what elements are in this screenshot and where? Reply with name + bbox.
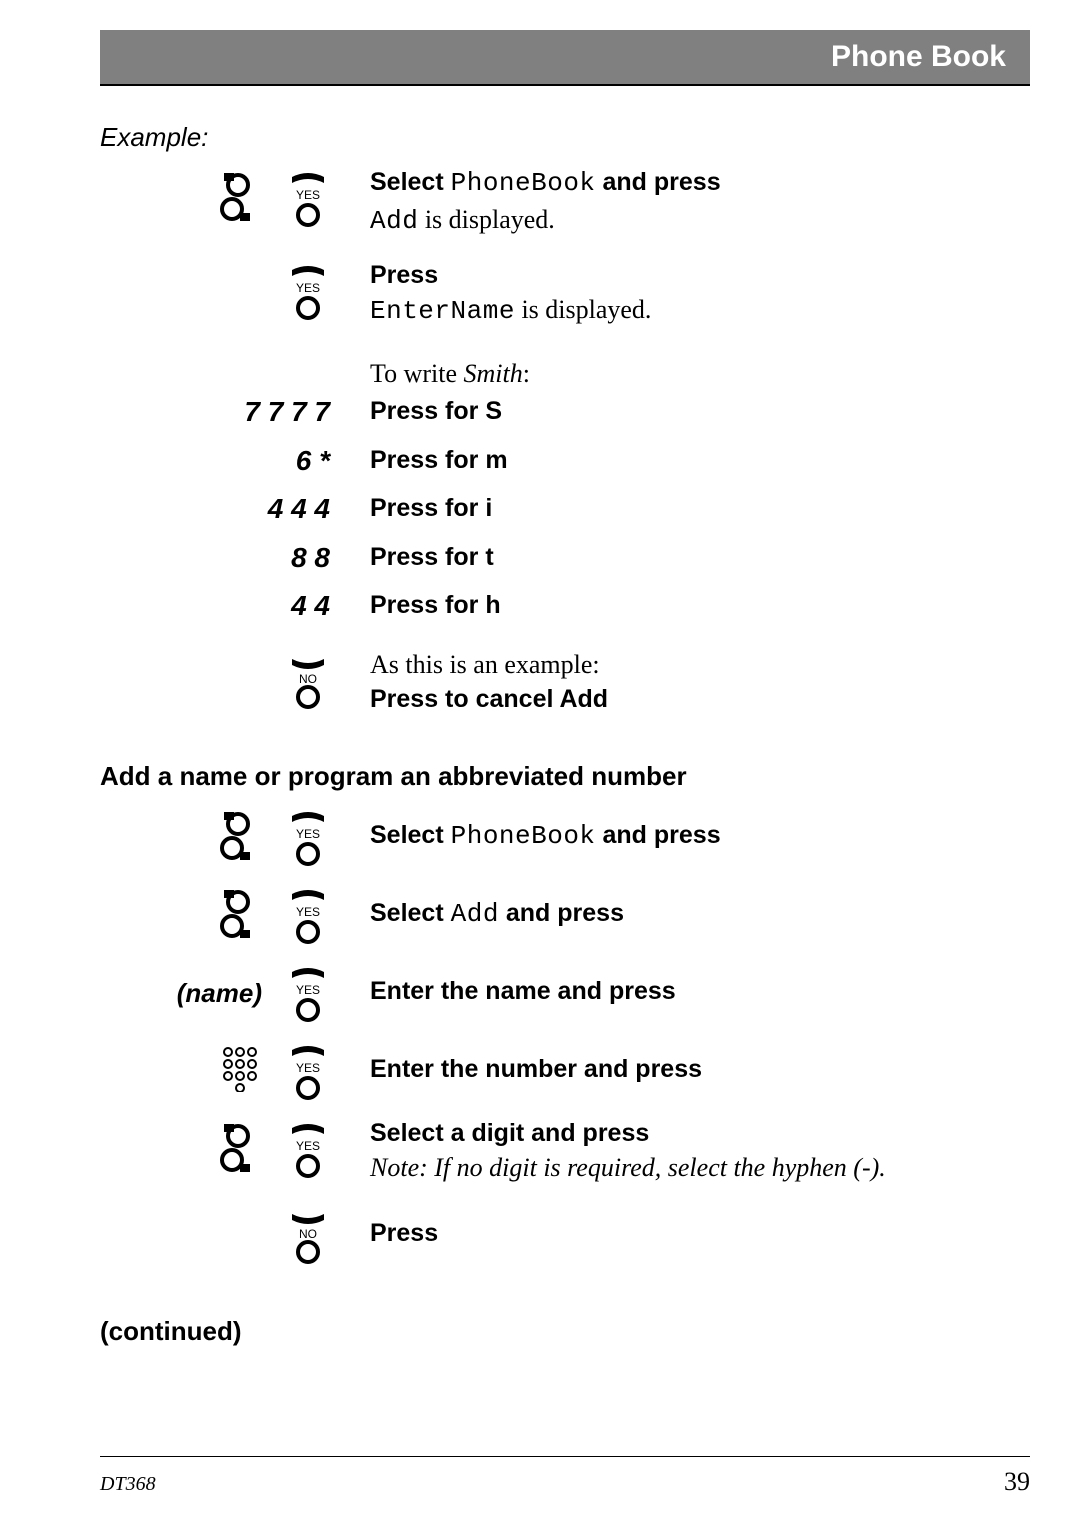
add-row-4: YES Enter the number and press bbox=[100, 1038, 1020, 1100]
nav-pad-icon bbox=[218, 171, 262, 223]
keys-444: 4 4 4 bbox=[100, 491, 330, 525]
svg-text:YES: YES bbox=[296, 983, 320, 997]
select-digit-note: Note: If no digit is required, select th… bbox=[370, 1150, 886, 1186]
press-for-i: Press for i bbox=[370, 494, 492, 522]
nav-pad-icon bbox=[218, 1122, 262, 1174]
yes-button-icon: YES bbox=[286, 810, 330, 866]
add-row-3: (name) YES Enter the name and press bbox=[100, 960, 1020, 1022]
keys-44: 4 4 bbox=[100, 588, 330, 622]
add-row-2: YES Select Add and press bbox=[100, 882, 1020, 944]
keys-6star: 6 * bbox=[100, 443, 330, 477]
yes-button-icon: YES bbox=[286, 966, 330, 1022]
nav-pad-icon bbox=[218, 888, 262, 940]
example-step-2: YES Press EnterName is displayed. bbox=[100, 258, 1020, 330]
svg-text:YES: YES bbox=[296, 1061, 320, 1075]
step1-line2: Add is displayed. bbox=[370, 202, 721, 240]
section-add-heading: Add a name or program an abbreviated num… bbox=[100, 761, 1020, 792]
keys-7777: 7 7 7 7 bbox=[100, 394, 330, 428]
cancel-intro: As this is an example: bbox=[370, 647, 608, 683]
no-button-icon: NO bbox=[286, 1208, 330, 1264]
svg-text:YES: YES bbox=[296, 827, 320, 841]
footer-model: DT368 bbox=[100, 1473, 156, 1496]
continued-label: (continued) bbox=[100, 1316, 1020, 1347]
example-step-1: YES Select PhoneBook and press Add is di… bbox=[100, 165, 1020, 240]
keys-88: 8 8 bbox=[100, 540, 330, 574]
press-for-t: Press for t bbox=[370, 543, 494, 571]
yes-button-icon: YES bbox=[286, 264, 330, 320]
example-label: Example: bbox=[100, 122, 1020, 153]
name-placeholder: (name) bbox=[122, 978, 262, 1009]
press-label: Press bbox=[370, 1219, 438, 1247]
cancel-bold: Press to cancel Add bbox=[370, 685, 608, 713]
svg-text:YES: YES bbox=[296, 1139, 320, 1153]
step2-bold: Press bbox=[370, 261, 438, 289]
add-row-1: YES Select PhoneBook and press bbox=[100, 804, 1020, 866]
page-title: Phone Book bbox=[831, 40, 1006, 74]
footer-page-number: 39 bbox=[1004, 1467, 1030, 1497]
yes-button-icon: YES bbox=[286, 1044, 330, 1100]
enter-number-label: Enter the number and press bbox=[370, 1055, 702, 1083]
yes-button-icon: YES bbox=[286, 888, 330, 944]
no-button-icon: NO bbox=[286, 653, 330, 709]
svg-text:YES: YES bbox=[296, 905, 320, 919]
header-underline bbox=[100, 84, 1030, 86]
header-bar: Phone Book bbox=[100, 30, 1030, 84]
page-footer: DT368 39 bbox=[100, 1456, 1030, 1497]
enter-name-label: Enter the name and press bbox=[370, 977, 676, 1005]
add-row-5: YES Select a digit and press Note: If no… bbox=[100, 1116, 1020, 1186]
add-row-6: NO Press bbox=[100, 1202, 1020, 1264]
press-for-m: Press for m bbox=[370, 446, 508, 474]
nav-pad-icon bbox=[218, 810, 262, 862]
svg-text:NO: NO bbox=[299, 1227, 317, 1241]
keypad-icon bbox=[218, 1044, 262, 1092]
svg-text:NO: NO bbox=[299, 672, 317, 686]
svg-text:YES: YES bbox=[296, 281, 320, 295]
yes-button-icon: YES bbox=[286, 1122, 330, 1178]
write-intro: To write Smith: bbox=[330, 356, 530, 392]
step1-line1: Select PhoneBook and press bbox=[370, 165, 721, 202]
svg-text:YES: YES bbox=[296, 188, 320, 202]
press-for-h: Press for h bbox=[370, 591, 501, 619]
select-digit-label: Select a digit and press bbox=[370, 1119, 649, 1147]
step2-line2: EnterName is displayed. bbox=[370, 292, 651, 330]
press-for-s: Press for S bbox=[370, 397, 502, 425]
yes-button-icon: YES bbox=[286, 171, 330, 227]
